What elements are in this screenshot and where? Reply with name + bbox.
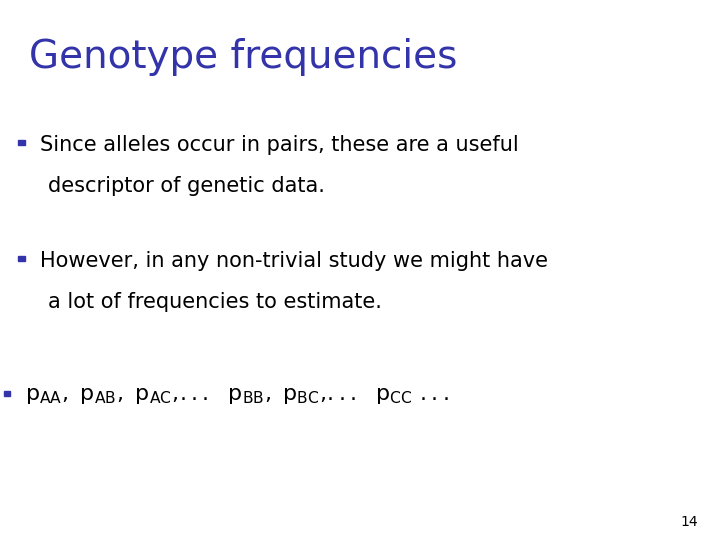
Text: 14: 14: [681, 515, 698, 529]
FancyBboxPatch shape: [4, 391, 10, 396]
FancyBboxPatch shape: [18, 256, 24, 261]
Text: Since alleles occur in pairs, these are a useful: Since alleles occur in pairs, these are …: [40, 135, 518, 155]
Text: However, in any non-trivial study we might have: However, in any non-trivial study we mig…: [40, 251, 548, 271]
Text: Genotype frequencies: Genotype frequencies: [29, 38, 457, 76]
Text: a lot of frequencies to estimate.: a lot of frequencies to estimate.: [48, 292, 382, 312]
Text: $\mathsf{p}_{\mathsf{AA}},\ \mathsf{p}_{\mathsf{AB}},\ \mathsf{p}_{\mathsf{AC}},: $\mathsf{p}_{\mathsf{AA}},\ \mathsf{p}_{…: [25, 386, 449, 406]
Text: descriptor of genetic data.: descriptor of genetic data.: [48, 176, 325, 195]
FancyBboxPatch shape: [18, 140, 24, 145]
